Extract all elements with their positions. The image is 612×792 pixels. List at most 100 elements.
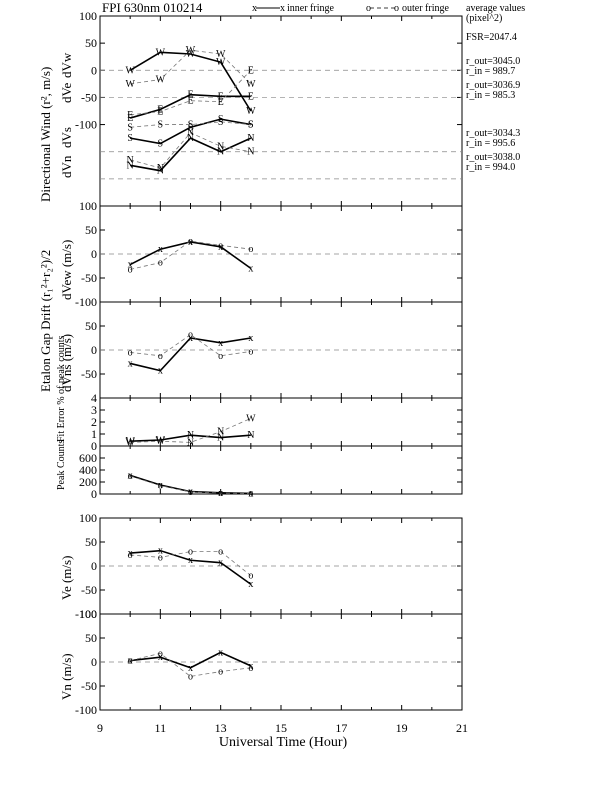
x-tick-label: 17 xyxy=(335,721,347,735)
dir-s-inner-point: S xyxy=(158,139,164,150)
y-tick-label: 0 xyxy=(91,439,97,453)
ve-outer-point: o xyxy=(218,547,223,558)
dir-s-outer-point: S xyxy=(127,122,133,133)
y-tick-label: 50 xyxy=(85,223,97,237)
dir-w-outer-point: W xyxy=(216,49,226,60)
y-tick-label: 100 xyxy=(79,9,97,23)
ylabel-dvew: dVew (m/s) xyxy=(59,240,74,300)
s-r-out: r_out=3034.3 xyxy=(466,128,520,139)
dvns-inner-point: x xyxy=(158,366,163,377)
dir-s-outer-point: S xyxy=(218,117,224,128)
dir-w-inner-line xyxy=(129,51,252,112)
ve-inner-point: x xyxy=(188,555,193,566)
dir-s-outer-point: S xyxy=(188,120,194,131)
dir-w-inner-point: W xyxy=(156,47,166,58)
fit-inner-line xyxy=(130,434,251,442)
y-tick-label: -50 xyxy=(81,90,97,104)
y-tick-label: 100 xyxy=(79,607,97,621)
dvew-inner-point: x xyxy=(248,263,253,274)
dvew-outer-point: o xyxy=(248,244,253,255)
panel-frame-peak xyxy=(99,445,463,495)
dir-e-inner-point: E xyxy=(218,91,224,102)
dir-s-outer-point: S xyxy=(248,120,254,131)
dvns-inner-point: x xyxy=(188,333,193,344)
dir-s-inner-point: S xyxy=(127,133,133,144)
y-tick-label: 50 xyxy=(85,535,97,549)
dir-n-inner-point: N xyxy=(127,160,134,171)
fit-outer-point: W xyxy=(246,413,256,424)
dir-w-inner-point: W xyxy=(216,57,226,68)
fit-inner-point: W xyxy=(125,436,135,447)
y-tick-label: 0 xyxy=(91,655,97,669)
peak-inner-point: x xyxy=(248,488,253,499)
dir-w-inner-point: W xyxy=(246,106,256,117)
y-tick-label: 400 xyxy=(79,463,97,477)
dvew-outer-line xyxy=(130,240,251,270)
dvew-outer-point: o xyxy=(128,264,133,275)
legend-inner-label: inner fringe xyxy=(287,3,334,14)
legend-outer-marker2: o xyxy=(394,3,399,14)
peak-inner-point: x xyxy=(128,470,133,481)
vn-inner-point: x xyxy=(188,663,193,674)
vn-outer-point: o xyxy=(158,648,163,659)
x-tick-label: 21 xyxy=(456,721,468,735)
y-tick-label: 0 xyxy=(91,247,97,261)
y-tick-label: 50 xyxy=(85,319,97,333)
dir-n-outer-line xyxy=(130,132,251,169)
dvew-inner-line xyxy=(129,241,252,270)
avg-values-line2: (pixel^2) xyxy=(466,13,502,24)
y-tick-label: -100 xyxy=(75,607,97,621)
w-r-out: r_out=3045.0 xyxy=(466,56,520,67)
dir-e-inner-point: E xyxy=(157,104,163,115)
fit-outer-point: N xyxy=(217,427,224,438)
dir-e-outer-point: E xyxy=(218,97,224,108)
dir-e-inner-line xyxy=(129,93,251,119)
dir-w-outer-point: W xyxy=(125,79,135,90)
dir-s-inner-line xyxy=(130,118,251,145)
ve-inner-line xyxy=(130,549,252,585)
vn-outer-point: o xyxy=(248,663,253,674)
fsr-value: FSR=2047.4 xyxy=(466,32,517,43)
dir-n-outer-point: N xyxy=(247,147,254,158)
vn-inner-point: x xyxy=(128,656,133,667)
dir-e-inner-point: E xyxy=(248,91,254,102)
dvns-inner-point: x xyxy=(248,333,253,344)
dir-e-outer-line xyxy=(130,70,252,116)
peak-outer-point: o xyxy=(158,481,163,492)
legend-inner-marker2: x xyxy=(280,3,285,14)
peak-outer-line xyxy=(130,475,251,494)
y-tick-label: -50 xyxy=(81,679,97,693)
ylabel-dvns: dVns (m/s) xyxy=(59,334,74,392)
fit-outer-point: W xyxy=(156,436,166,447)
dvns-outer-point: o xyxy=(128,347,133,358)
ve-inner-point: x xyxy=(248,579,253,590)
y-tick-label: 100 xyxy=(79,199,97,213)
vn-outer-point: o xyxy=(128,656,133,667)
dir-s-outer-line xyxy=(130,121,251,128)
dvew-inner-point: x xyxy=(218,242,223,253)
dir-e-outer-point: E xyxy=(187,96,193,107)
dir-s-outer-point: S xyxy=(158,120,164,131)
ylabel-directional-wind: Directional Wind (r², m/s) xyxy=(38,67,53,202)
s-r-in: r_in = 995.6 xyxy=(466,138,515,149)
y-tick-label: -100 xyxy=(75,703,97,717)
ve-inner-point: x xyxy=(218,558,223,569)
dir-e-outer-point: E xyxy=(248,65,254,76)
dvew-outer-point: o xyxy=(158,258,163,269)
peak-inner-point: x xyxy=(188,487,193,498)
ve-inner-point: x xyxy=(158,546,163,557)
y-tick-label: 0 xyxy=(91,63,97,77)
fit-inner-point: N xyxy=(217,433,224,444)
x-tick-label: 9 xyxy=(97,721,103,735)
dvns-outer-line xyxy=(130,334,251,357)
dir-w-inner-point: W xyxy=(186,49,196,60)
legend-outer-label: outer fringe xyxy=(402,3,449,14)
fit-inner-point: N xyxy=(247,430,254,441)
peak-inner-line xyxy=(129,474,251,495)
vn-outer-point: o xyxy=(188,671,193,682)
y-tick-label: -50 xyxy=(81,367,97,381)
ylabel-vn: Vn (m/s) xyxy=(59,653,74,700)
y-tick-label: 0 xyxy=(91,343,97,357)
ylabel-dvw: dVw xyxy=(59,52,74,78)
